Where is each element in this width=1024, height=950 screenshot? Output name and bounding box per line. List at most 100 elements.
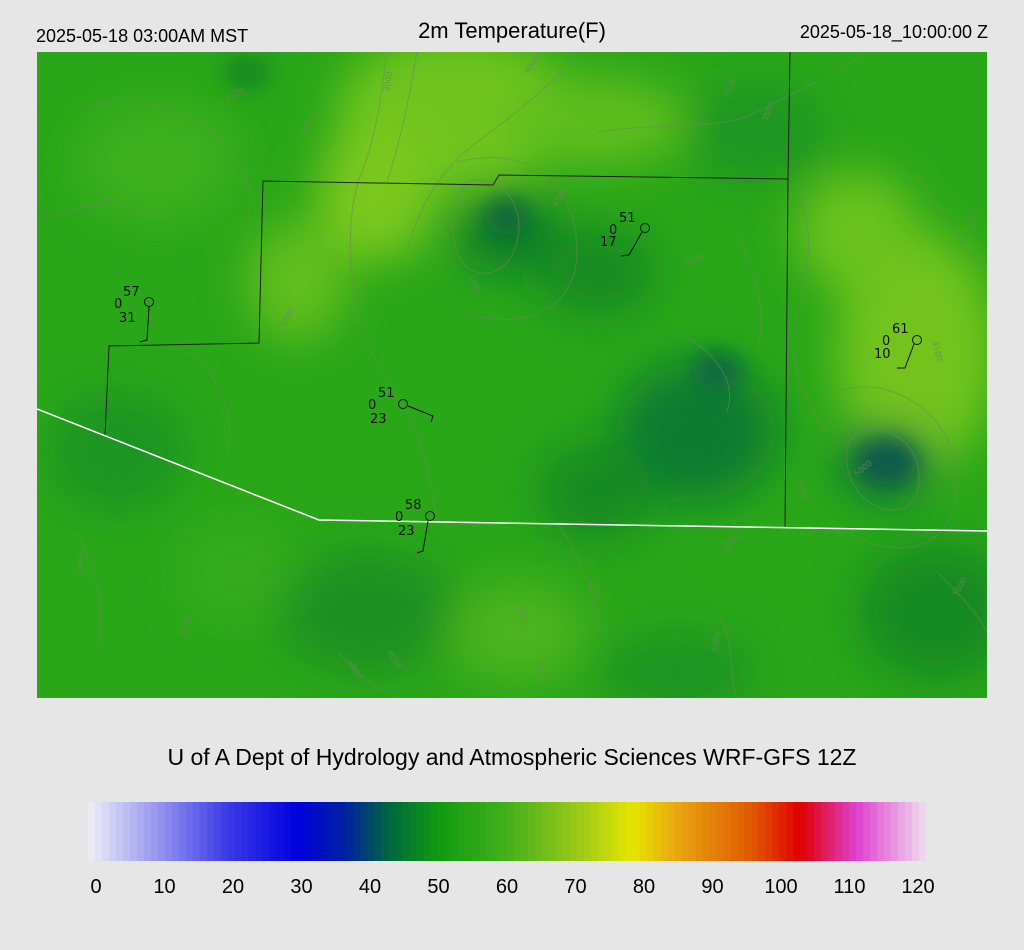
colorbar-tick-label: 60 bbox=[495, 876, 519, 898]
colorbar-tick-label: 100 bbox=[764, 876, 798, 898]
colorbar-band bbox=[905, 802, 913, 861]
terrain-contours bbox=[37, 52, 987, 698]
colorbar-band bbox=[171, 802, 180, 861]
colorbar-band bbox=[290, 802, 299, 861]
station-plot[interactable]: 51 0 17 bbox=[600, 211, 650, 257]
colorbar-band bbox=[632, 802, 641, 861]
colorbar-band bbox=[856, 802, 864, 861]
colorbar-band bbox=[786, 802, 794, 861]
colorbar-band bbox=[430, 802, 438, 861]
colorbar-band bbox=[444, 802, 452, 861]
colorbar-band bbox=[367, 802, 375, 861]
colorbar-band bbox=[143, 802, 152, 861]
colorbar-band bbox=[646, 802, 655, 861]
colorbar-band bbox=[437, 802, 445, 861]
colorbar-band bbox=[576, 802, 585, 861]
colorbar-band bbox=[737, 802, 746, 861]
colorbar-band bbox=[730, 802, 739, 861]
colorbar-tick-label: 10 bbox=[153, 876, 176, 898]
colorbar-band bbox=[395, 802, 403, 861]
colorbar-ticks: 0 10 20 30 40 50 60 70 80 90 100 110 120 bbox=[0, 876, 1024, 906]
colorbar-band bbox=[716, 802, 725, 861]
colorbar-band bbox=[283, 802, 292, 861]
station-plot[interactable]: 58 0 23 bbox=[395, 498, 435, 554]
station-plot[interactable]: 57 0 31 bbox=[114, 285, 154, 343]
colorbar bbox=[88, 802, 926, 861]
colorbar-tick-label: 70 bbox=[564, 876, 587, 898]
colorbar-band bbox=[709, 802, 718, 861]
colorbar-band bbox=[479, 802, 487, 861]
colorbar-band bbox=[465, 802, 473, 861]
station-marker-icon bbox=[398, 399, 408, 409]
contour-label: 3000 bbox=[75, 552, 84, 572]
colorbar-band bbox=[660, 802, 669, 861]
station-dewpoint: 17 bbox=[600, 235, 617, 250]
colorbar-band bbox=[360, 802, 368, 861]
colorbar-band bbox=[262, 802, 271, 861]
colorbar-band bbox=[681, 802, 690, 861]
colorbar-band bbox=[520, 802, 529, 861]
colorbar-band bbox=[150, 802, 159, 861]
colorbar-band bbox=[548, 802, 557, 861]
colorbar-band bbox=[129, 802, 138, 861]
colorbar-band bbox=[255, 802, 264, 861]
wind-barb-icon bbox=[139, 306, 150, 343]
colorbar-band bbox=[486, 802, 494, 861]
station-precip: 0 bbox=[882, 334, 890, 349]
colorbar-band bbox=[199, 802, 208, 861]
colorbar-band bbox=[507, 802, 515, 861]
station-temperature: 57 bbox=[123, 285, 140, 300]
colorbar-band bbox=[527, 802, 536, 861]
colorbar-band bbox=[213, 802, 222, 861]
station-plot[interactable]: 51 0 23 bbox=[368, 386, 434, 427]
colorbar-band bbox=[604, 802, 613, 861]
colorbar-band bbox=[898, 802, 906, 861]
colorbar-band bbox=[332, 802, 340, 861]
colorbar-band bbox=[695, 802, 704, 861]
wind-barb-icon bbox=[407, 405, 434, 423]
state-border bbox=[37, 408, 987, 532]
colorbar-band bbox=[416, 802, 424, 861]
wind-barb-icon bbox=[620, 231, 643, 257]
station-marker-icon bbox=[425, 511, 435, 521]
station-dewpoint: 23 bbox=[370, 412, 387, 427]
colorbar-band bbox=[311, 802, 320, 861]
colorbar-band bbox=[555, 802, 564, 861]
colorbar-band bbox=[136, 802, 145, 861]
contour-label: 3000 bbox=[382, 71, 394, 93]
colorbar-band bbox=[891, 802, 899, 861]
contour-label: 5500 bbox=[965, 211, 977, 233]
colorbar-band bbox=[807, 802, 815, 861]
colorbar-band bbox=[388, 802, 396, 861]
station-plot[interactable]: 61 0 10 bbox=[874, 322, 922, 369]
station-precip: 0 bbox=[395, 510, 403, 525]
temperature-map[interactable]: 57 0 31 51 0 17 61 0 10 51 0 23 bbox=[37, 52, 987, 698]
wind-barb-icon bbox=[416, 520, 429, 554]
cold-spots bbox=[222, 54, 917, 484]
contour-label: 5000 bbox=[535, 661, 547, 683]
colorbar-band bbox=[402, 802, 410, 861]
temperature-field bbox=[47, 52, 987, 698]
station-precip: 0 bbox=[609, 223, 617, 238]
colorbar-band bbox=[849, 802, 857, 861]
colorbar-band bbox=[108, 802, 117, 861]
colorbar-band bbox=[611, 802, 620, 861]
station-marker-icon bbox=[912, 335, 922, 345]
colorbar-band bbox=[828, 802, 836, 861]
colorbar-band bbox=[835, 802, 843, 861]
colorbar-band bbox=[821, 802, 829, 861]
station-dewpoint: 23 bbox=[398, 524, 415, 539]
colorbar-tick-label: 30 bbox=[290, 876, 313, 898]
colorbar-band bbox=[688, 802, 697, 861]
station-temperature: 51 bbox=[619, 211, 636, 226]
colorbar-band bbox=[353, 802, 361, 861]
colorbar-band bbox=[618, 802, 627, 861]
colorbar-band bbox=[325, 802, 334, 861]
colorbar-band bbox=[758, 802, 766, 861]
colorbar-band bbox=[122, 802, 131, 861]
contour-label: 3500 bbox=[180, 616, 192, 638]
colorbar-band bbox=[269, 802, 278, 861]
utc-time-label: 2025-05-18_10:00:00 Z bbox=[799, 22, 988, 42]
colorbar-band bbox=[339, 802, 347, 861]
colorbar-band bbox=[793, 802, 801, 861]
